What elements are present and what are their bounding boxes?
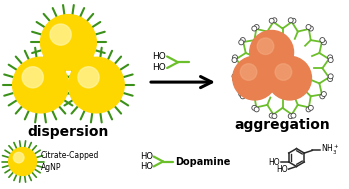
- Text: HO: HO: [140, 152, 153, 161]
- Circle shape: [22, 67, 43, 88]
- Circle shape: [232, 55, 237, 60]
- Circle shape: [320, 94, 325, 99]
- Text: Citrate-Capped
AgNP: Citrate-Capped AgNP: [40, 151, 99, 172]
- Text: HO: HO: [153, 64, 166, 73]
- Circle shape: [254, 25, 259, 29]
- Circle shape: [233, 56, 277, 100]
- Circle shape: [291, 113, 296, 118]
- Circle shape: [291, 18, 296, 23]
- Text: Dopamine: Dopamine: [175, 156, 230, 167]
- Circle shape: [239, 40, 244, 45]
- Circle shape: [272, 18, 277, 23]
- Circle shape: [78, 67, 99, 88]
- Circle shape: [232, 77, 237, 81]
- Text: HO: HO: [153, 52, 166, 61]
- Circle shape: [232, 58, 237, 63]
- Circle shape: [269, 18, 274, 23]
- Circle shape: [9, 148, 37, 175]
- Circle shape: [257, 38, 274, 54]
- Text: HO: HO: [268, 157, 280, 167]
- Circle shape: [275, 64, 292, 80]
- Circle shape: [328, 77, 333, 81]
- Circle shape: [328, 58, 333, 63]
- Text: HO: HO: [140, 162, 153, 171]
- Circle shape: [272, 114, 277, 119]
- Circle shape: [50, 24, 71, 45]
- Circle shape: [320, 38, 325, 43]
- Circle shape: [328, 55, 333, 60]
- Circle shape: [13, 152, 24, 163]
- Circle shape: [328, 74, 333, 79]
- Circle shape: [288, 18, 293, 23]
- Circle shape: [252, 105, 257, 110]
- Circle shape: [13, 57, 68, 113]
- Circle shape: [269, 113, 274, 118]
- Circle shape: [240, 64, 257, 80]
- Circle shape: [239, 91, 244, 97]
- Circle shape: [306, 107, 311, 112]
- Circle shape: [254, 107, 259, 112]
- Circle shape: [68, 57, 124, 113]
- Circle shape: [306, 25, 311, 29]
- Text: NH$_3^+$: NH$_3^+$: [321, 143, 340, 157]
- Text: aggregation: aggregation: [235, 118, 331, 132]
- Circle shape: [268, 56, 311, 100]
- Circle shape: [232, 74, 237, 79]
- Text: HO: HO: [276, 165, 288, 174]
- Circle shape: [240, 94, 245, 99]
- Circle shape: [309, 26, 313, 31]
- Circle shape: [321, 40, 326, 45]
- Circle shape: [240, 38, 245, 43]
- Circle shape: [250, 30, 294, 74]
- Text: dispersion: dispersion: [28, 125, 109, 139]
- Circle shape: [321, 91, 326, 97]
- Circle shape: [288, 114, 293, 119]
- Circle shape: [252, 26, 257, 31]
- Circle shape: [40, 15, 96, 70]
- Circle shape: [309, 105, 313, 110]
